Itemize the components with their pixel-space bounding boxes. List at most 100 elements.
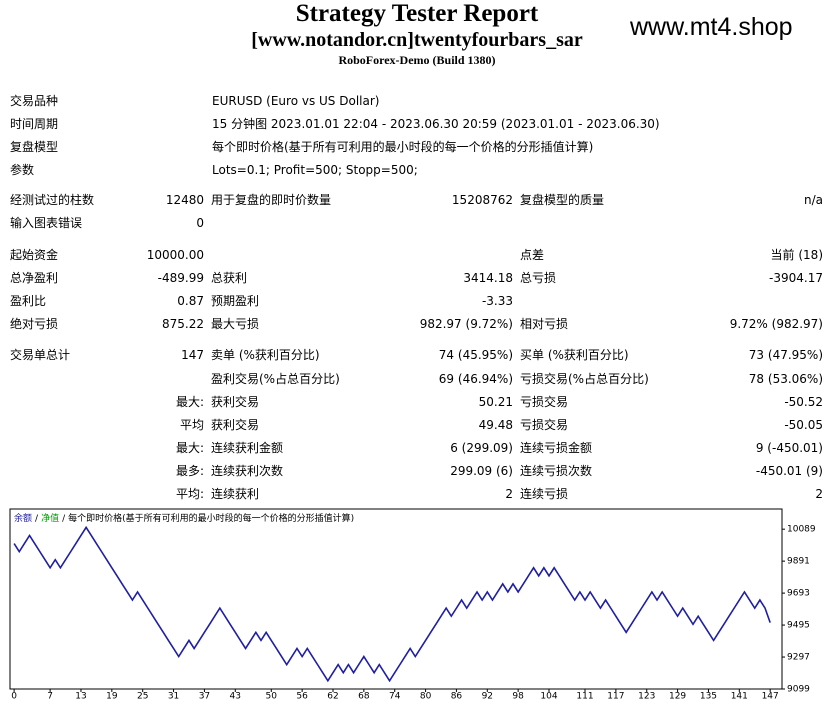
stat-label: 连续亏损次数 — [520, 464, 593, 478]
stat-value: 平均 — [179, 418, 204, 432]
stat-value: 15208762 — [451, 193, 513, 207]
stat-label: 连续获利 — [211, 487, 260, 501]
stat-value: 当前 (18) — [770, 248, 823, 262]
legend-separator: / — [62, 514, 66, 524]
x-tick-label: 25 — [137, 692, 148, 702]
y-tick-label: 9495 — [787, 621, 810, 631]
x-tick-label: 31 — [168, 692, 179, 702]
stat-label: 买单 (%获利百分比) — [520, 348, 629, 362]
stat-label: 盈利比 — [10, 294, 47, 308]
stat-value: 147 — [181, 348, 204, 362]
stat-value: 982.97 (9.72%) — [419, 317, 513, 331]
stat-value: -50.52 — [784, 395, 823, 409]
stat-value: -3904.17 — [769, 271, 823, 285]
server-info: RoboForex-Demo (Build 1380) — [338, 53, 496, 67]
x-tick-label: 50 — [266, 692, 278, 702]
x-tick-label: 62 — [327, 692, 338, 702]
stat-label: 最大亏损 — [211, 317, 260, 331]
stat-value: 0 — [196, 216, 204, 230]
stat-label: 用于复盘的即时价数量 — [211, 193, 332, 207]
stat-label: 输入图表错误 — [10, 216, 83, 230]
info-label: 参数 — [10, 163, 35, 177]
legend-entry: 净值 — [41, 512, 59, 524]
balance-line — [13, 525, 771, 683]
stat-value: 50.21 — [478, 395, 513, 409]
x-tick-label: 19 — [106, 692, 118, 702]
stat-value: 平均: — [175, 487, 204, 501]
stat-value: 最多: — [175, 464, 204, 478]
x-tick-label: 123 — [638, 692, 655, 702]
x-tick-label: 0 — [11, 692, 17, 702]
stat-label: 交易单总计 — [10, 348, 71, 362]
stat-label: 亏损交易 — [520, 395, 569, 409]
x-tick-label: 135 — [700, 692, 717, 702]
stat-label: 连续获利次数 — [211, 464, 284, 478]
x-tick-label: 98 — [512, 692, 524, 702]
x-tick-label: 141 — [731, 692, 748, 702]
stat-value: 74 (45.95%) — [438, 348, 513, 362]
stat-value: -489.99 — [157, 271, 204, 285]
y-tick-label: 9297 — [787, 653, 810, 663]
stat-label: 总获利 — [211, 271, 248, 285]
x-tick-label: 13 — [75, 692, 86, 702]
stat-value: 最大: — [175, 441, 204, 455]
stat-value: 9 (-450.01) — [755, 441, 823, 455]
x-tick-label: 74 — [389, 692, 401, 702]
stat-value: n/a — [803, 193, 823, 207]
info-label: 时间周期 — [10, 117, 59, 131]
stat-label: 复盘模型的质量 — [520, 193, 605, 207]
stat-value: 3414.18 — [463, 271, 513, 285]
stat-label: 获利交易 — [211, 418, 260, 432]
stat-value: 875.22 — [162, 317, 204, 331]
y-tick-label: 9693 — [787, 589, 810, 599]
stat-value: 10000.00 — [146, 248, 204, 262]
report-title: Strategy Tester Report — [295, 0, 539, 27]
report-subtitle: [www.notandor.cn]twentyfourbars_sar — [251, 29, 583, 51]
stat-value: 78 (53.06%) — [748, 372, 823, 386]
stat-value: -450.01 (9) — [755, 464, 823, 478]
x-tick-label: 129 — [669, 692, 686, 702]
x-tick-label: 80 — [420, 692, 432, 702]
stat-label: 点差 — [520, 248, 545, 262]
legend-entry: 每个即时价格(基于所有可利用的最小时段的每一个价格的分形插值计算) — [68, 512, 354, 524]
x-tick-label: 104 — [540, 692, 557, 702]
stat-label: 总净盈利 — [10, 271, 59, 285]
x-tick-label: 43 — [230, 692, 241, 702]
x-tick-label: 56 — [296, 692, 308, 702]
stat-label: 总亏损 — [520, 271, 557, 285]
legend-entry: 余额 — [14, 512, 32, 524]
x-tick-label: 92 — [482, 692, 493, 702]
stat-value: 73 (47.95%) — [748, 348, 823, 362]
stat-value: 2 — [815, 487, 823, 501]
stat-label: 盈利交易(%占总百分比) — [211, 372, 340, 386]
stat-label: 连续亏损金额 — [520, 441, 593, 455]
stat-label: 相对亏损 — [520, 317, 569, 331]
stat-label: 连续获利金额 — [211, 441, 284, 455]
info-value: EURUSD (Euro vs US Dollar) — [212, 94, 380, 108]
stat-value: 0.87 — [177, 294, 204, 308]
y-tick-label: 9099 — [787, 685, 810, 695]
x-tick-label: 37 — [199, 692, 210, 702]
info-label: 交易品种 — [10, 94, 59, 108]
x-tick-label: 7 — [47, 692, 53, 702]
info-value: 每个即时价格(基于所有可利用的最小时段的每一个价格的分形插值计算) — [212, 140, 594, 154]
x-tick-label: 147 — [762, 692, 779, 702]
stat-label: 获利交易 — [211, 395, 260, 409]
stat-value: 12480 — [165, 193, 204, 207]
x-tick-label: 86 — [451, 692, 463, 702]
stat-value: -50.05 — [784, 418, 823, 432]
y-tick-label: 9891 — [787, 557, 810, 567]
x-tick-label: 111 — [576, 692, 593, 702]
plot-frame — [9, 508, 783, 690]
stat-label: 经测试过的柱数 — [10, 193, 95, 207]
x-tick-label: 117 — [607, 692, 624, 702]
stat-value: 49.48 — [478, 418, 513, 432]
stat-value: 299.09 (6) — [450, 464, 513, 478]
stat-label: 起始资金 — [10, 248, 59, 262]
stat-value: 最大: — [175, 395, 204, 409]
stat-value: 69 (46.94%) — [438, 372, 513, 386]
stat-value: 2 — [505, 487, 513, 501]
info-value: Lots=0.1; Profit=500; Stopp=500; — [212, 163, 418, 177]
